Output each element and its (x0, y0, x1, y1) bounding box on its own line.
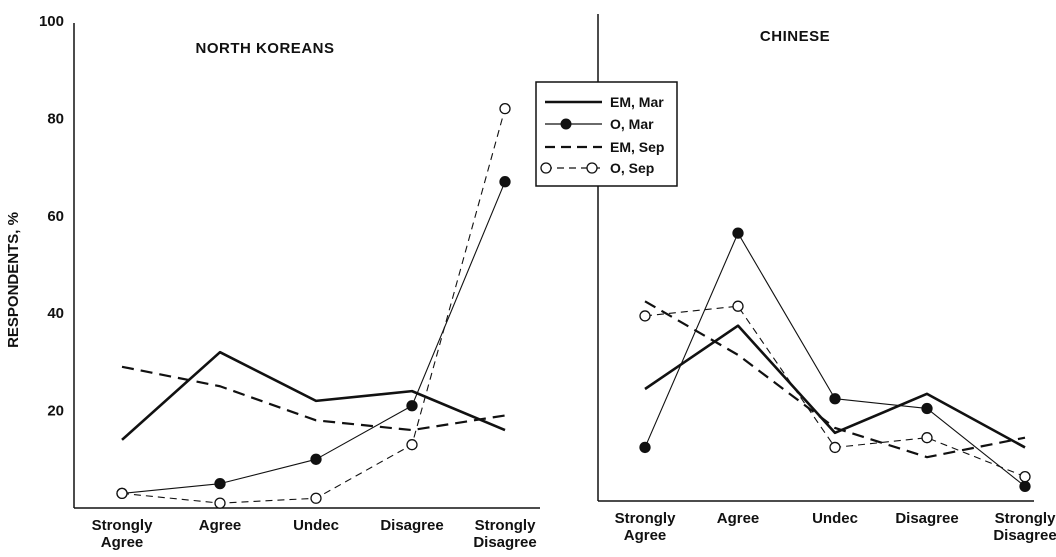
point-o-mar-strongly-disagree (499, 176, 511, 188)
right-series (639, 227, 1031, 493)
right-x-tick-labels: Strongly Agree Agree Undec Disagree Strongly D… (615, 510, 1056, 544)
legend-box (535, 81, 678, 187)
x-tick-disagree: Disagree (380, 517, 443, 534)
left-series (116, 103, 511, 509)
x-tick-agree: Agree (717, 510, 760, 527)
x-tick-disagree: Disagree (895, 510, 958, 527)
y-tick-20: 20 (47, 403, 64, 420)
point-o-mar-strongly-disagree (1019, 480, 1031, 493)
point-o-sep-strongly-agree (639, 310, 651, 322)
legend-marker-o-sep-right (586, 162, 598, 174)
point-o-mar-agree (732, 227, 744, 239)
y-tick-80: 80 (47, 110, 64, 127)
point-o-sep-agree (214, 497, 226, 509)
point-o-mar-strongly-agree (639, 441, 651, 454)
legend-label-o-mar: O, Mar (610, 116, 654, 132)
point-o-sep-disagree (921, 432, 933, 444)
x-tick-undec: Undec (812, 510, 858, 527)
x-tick-agree: Agree (199, 517, 242, 534)
point-o-sep-undec (829, 441, 841, 454)
y-tick-60: 60 (47, 208, 64, 225)
north-koreans-title: NORTH KOREANS (195, 40, 334, 57)
chinese-title: CHINESE (760, 28, 830, 45)
x-tick-strongly-agree: Strongly Agree (92, 517, 153, 551)
legend-label-o-sep: O, Sep (610, 160, 654, 176)
point-o-mar-disagree (406, 400, 418, 412)
y-tick-labels: 20 40 60 80 100 (39, 13, 64, 420)
point-o-sep-agree (732, 300, 744, 312)
series-line-o-mar (121, 181, 506, 494)
point-o-sep-strongly-disagree (499, 103, 511, 115)
series-line-em-mar (121, 350, 506, 441)
series-line-o-sep (121, 108, 506, 504)
legend-marker-o-sep-left (540, 162, 552, 174)
legend: EM, Mar O, Mar EM, Sep O, Sep (535, 81, 678, 187)
point-o-sep-strongly-disagree (1019, 470, 1031, 483)
point-o-sep-undec (310, 492, 322, 504)
point-o-sep-disagree (406, 439, 418, 451)
x-tick-strongly-agree: Strongly Agree (615, 510, 676, 544)
y-tick-40: 40 (47, 305, 64, 322)
y-tick-100: 100 (39, 13, 64, 30)
x-tick-strongly-disagree: Strongly Disagree (473, 517, 536, 551)
series-line-em-mar (644, 324, 1026, 449)
panel-north-koreans: NORTH KOREANS RESPONDENTS, % 20 40 60 80 100… (5, 13, 540, 551)
x-tick-strongly-disagree: Strongly Disagree (993, 510, 1056, 544)
legend-label-em-mar: EM, Mar (610, 94, 664, 110)
series-line-em-sep (121, 365, 506, 432)
point-o-sep-strongly-agree (116, 487, 128, 500)
left-x-tick-labels: Strongly Agree Agree Undec Disagree Strongly D… (92, 517, 537, 551)
y-axis-title: RESPONDENTS, % (5, 212, 22, 348)
legend-label-em-sep: EM, Sep (610, 139, 664, 155)
point-o-mar-disagree (921, 402, 933, 415)
legend-marker-o-mar (560, 118, 572, 130)
point-o-mar-undec (829, 393, 841, 405)
series-line-em-sep (644, 300, 1026, 459)
point-o-mar-agree (214, 477, 226, 490)
x-tick-undec: Undec (293, 517, 339, 534)
point-o-mar-undec (310, 453, 322, 465)
